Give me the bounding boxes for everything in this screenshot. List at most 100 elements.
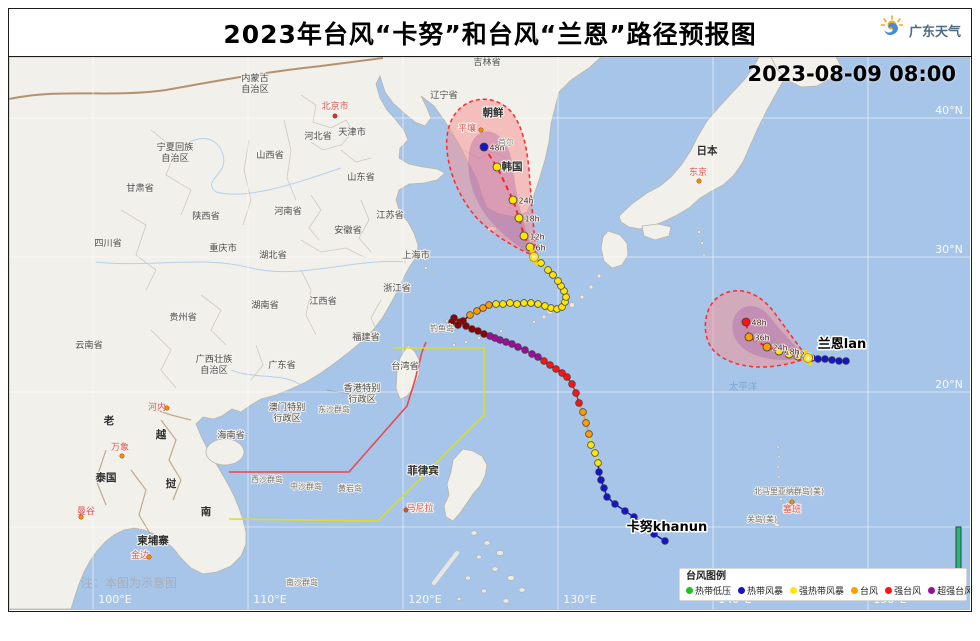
weather-logo-icon xyxy=(880,15,904,36)
forecast-point xyxy=(762,342,772,352)
track-point xyxy=(579,408,587,416)
track-point xyxy=(527,299,535,307)
track-point xyxy=(468,325,476,333)
legend-item: 热带低压 xyxy=(686,584,731,597)
track-point xyxy=(594,459,602,467)
map-label: 柬埔寨 xyxy=(136,534,169,547)
forecast-time-label: 12h xyxy=(530,233,545,242)
map-label: 上海市 xyxy=(402,249,430,261)
track-point xyxy=(572,389,580,397)
map-label: 西沙群岛 xyxy=(251,474,283,484)
map-label: 东京 xyxy=(689,166,707,178)
track-point xyxy=(544,266,552,274)
country-borders xyxy=(9,57,384,536)
legend-dot-icon xyxy=(885,587,893,594)
forecast-cone-inner-khanun xyxy=(468,131,534,256)
forecast-time-label: 24h xyxy=(519,197,534,206)
map-label: 挝 xyxy=(166,477,177,490)
warning-line-48h xyxy=(228,347,485,522)
forecast-cone-lan xyxy=(704,289,810,368)
warning-lines xyxy=(228,341,485,522)
forecast-time-label: 12h xyxy=(795,351,810,360)
track-point xyxy=(506,299,514,307)
city-dot xyxy=(78,514,84,520)
forecast-cone-inner-lan xyxy=(732,306,808,360)
track-point xyxy=(563,373,571,381)
map-canvas[interactable]: 2023-08-09 08:00 xyxy=(9,57,970,610)
map-label: 塞班 xyxy=(783,503,801,515)
track-point xyxy=(549,271,557,279)
track-point xyxy=(521,346,529,354)
track-point xyxy=(842,357,850,365)
forecast-time-label: 24h xyxy=(773,344,788,353)
border-mongolia xyxy=(9,57,384,100)
map-label: 朝鲜 xyxy=(483,106,504,119)
legend-item-label: 强台风 xyxy=(894,587,922,597)
track-point xyxy=(630,513,638,521)
map-label: 越 xyxy=(155,428,167,441)
forecast-point xyxy=(774,346,784,356)
map-label: 关岛(美) xyxy=(747,514,777,524)
map-label: 黄岩岛 xyxy=(338,483,362,493)
legend-item-label: 超强台风 xyxy=(937,587,970,597)
warning-line-24h xyxy=(229,341,427,473)
forecast-time-label: 18h xyxy=(785,348,800,357)
latitude-label: 30°N xyxy=(935,243,963,256)
map-label: 首尔 xyxy=(498,137,514,147)
legend-item-label: 强热带风暴 xyxy=(799,587,845,597)
legend-dot-icon xyxy=(851,587,859,594)
legend-item-label: 台风 xyxy=(860,587,879,597)
current-position-symbol-khanun xyxy=(529,248,539,266)
forecast-timestamp: 2023-08-09 08:00 xyxy=(747,62,956,86)
map-label: 马尼拉 xyxy=(406,502,433,514)
typhoon-tracks: 6h12h18h24h48h卡努khanun6h12h18h24h36h48h兰… xyxy=(448,142,868,545)
map-label: 福建省 xyxy=(352,331,380,343)
map-label: 云南省 xyxy=(75,339,103,351)
legend-dot-icon xyxy=(738,587,746,594)
forecast-point xyxy=(793,351,803,361)
legend-item: 强热带风暴 xyxy=(790,584,844,597)
forecast-time-label: 18h xyxy=(525,215,540,224)
map-label: 湖北省 xyxy=(259,249,287,261)
legend-item: 热带风暴 xyxy=(738,584,783,597)
map-label: 太平洋 xyxy=(729,381,758,393)
map-label: 台湾省 xyxy=(391,360,419,372)
track-point xyxy=(828,356,836,364)
city-dot xyxy=(789,499,795,505)
map-label: 平壤 xyxy=(458,122,476,134)
track-point xyxy=(582,419,590,427)
longitude-label: 120°E xyxy=(408,593,441,606)
brand-logo: 广东天气 xyxy=(879,15,961,45)
forecast-point xyxy=(744,332,754,342)
track-point xyxy=(642,524,650,532)
forecast-time-label: 48h xyxy=(490,144,505,153)
forecast-point xyxy=(784,349,794,359)
map-label: 东沙群岛 xyxy=(318,404,350,414)
longitude-label: 130°E xyxy=(563,593,596,606)
legend-title: 台风图例 xyxy=(686,571,726,582)
map-label: 泰国 xyxy=(95,471,117,484)
map-label: 金边 xyxy=(131,549,149,561)
legend-item: 台风 xyxy=(851,584,878,597)
track-point xyxy=(534,353,542,361)
track-point xyxy=(454,321,462,329)
city-dot xyxy=(146,554,152,560)
track-point xyxy=(459,317,467,325)
map-label: 钓鱼岛 xyxy=(430,323,454,333)
track-point xyxy=(611,500,619,508)
map-label: 南沙群岛 xyxy=(286,577,318,587)
city-dot xyxy=(478,127,484,133)
map-label: 河北省 xyxy=(304,130,332,142)
city-dot xyxy=(164,405,170,411)
forecast-point xyxy=(741,317,751,327)
land-honshu xyxy=(618,57,794,230)
map-label: 贵州省 xyxy=(169,311,197,323)
track-point xyxy=(585,430,593,438)
track-point xyxy=(554,277,562,285)
forecast-time-label: 6h xyxy=(536,244,546,253)
forecast-point xyxy=(519,231,529,241)
track-point xyxy=(835,357,843,365)
map-label: 湖南省 xyxy=(251,299,279,311)
track-point xyxy=(546,361,554,369)
track-point xyxy=(575,399,583,407)
